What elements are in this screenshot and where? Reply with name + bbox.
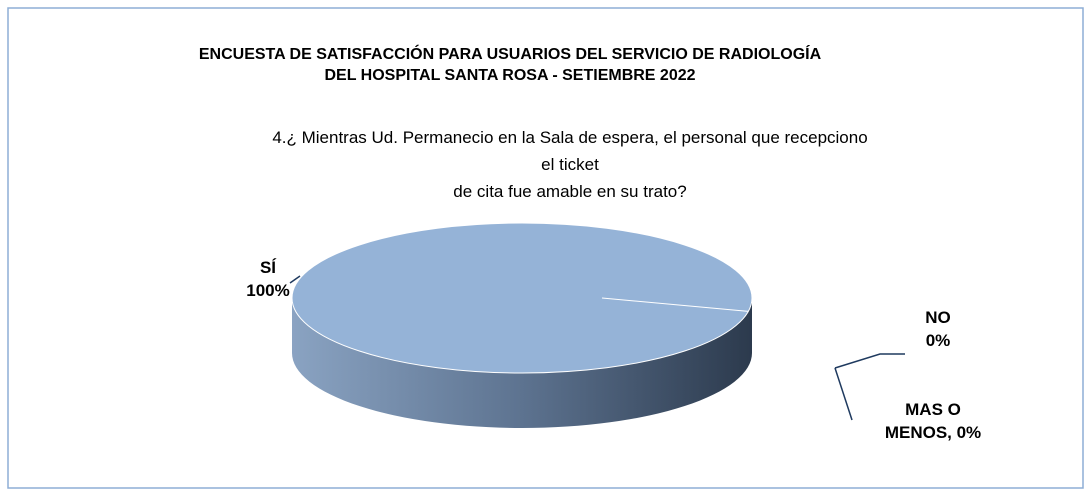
chart-subtitle: 4.¿ Mientras Ud. Permanecio en la Sala d…	[272, 128, 868, 201]
data-label: NO 0%	[925, 308, 951, 350]
leader-line	[834, 353, 905, 369]
data-label: SÍ 100%	[246, 258, 290, 300]
frame	[7, 7, 1084, 489]
chart-title: ENCUESTA DE SATISFACCIÓN PARA USUARIOS D…	[198, 46, 822, 84]
data-label: MAS O MENOS, 0%	[884, 400, 982, 442]
leader-line	[289, 275, 301, 284]
leader-line	[834, 367, 853, 421]
slice-edge	[601, 297, 749, 312]
pie-side	[292, 298, 752, 428]
pie	[291, 222, 753, 428]
